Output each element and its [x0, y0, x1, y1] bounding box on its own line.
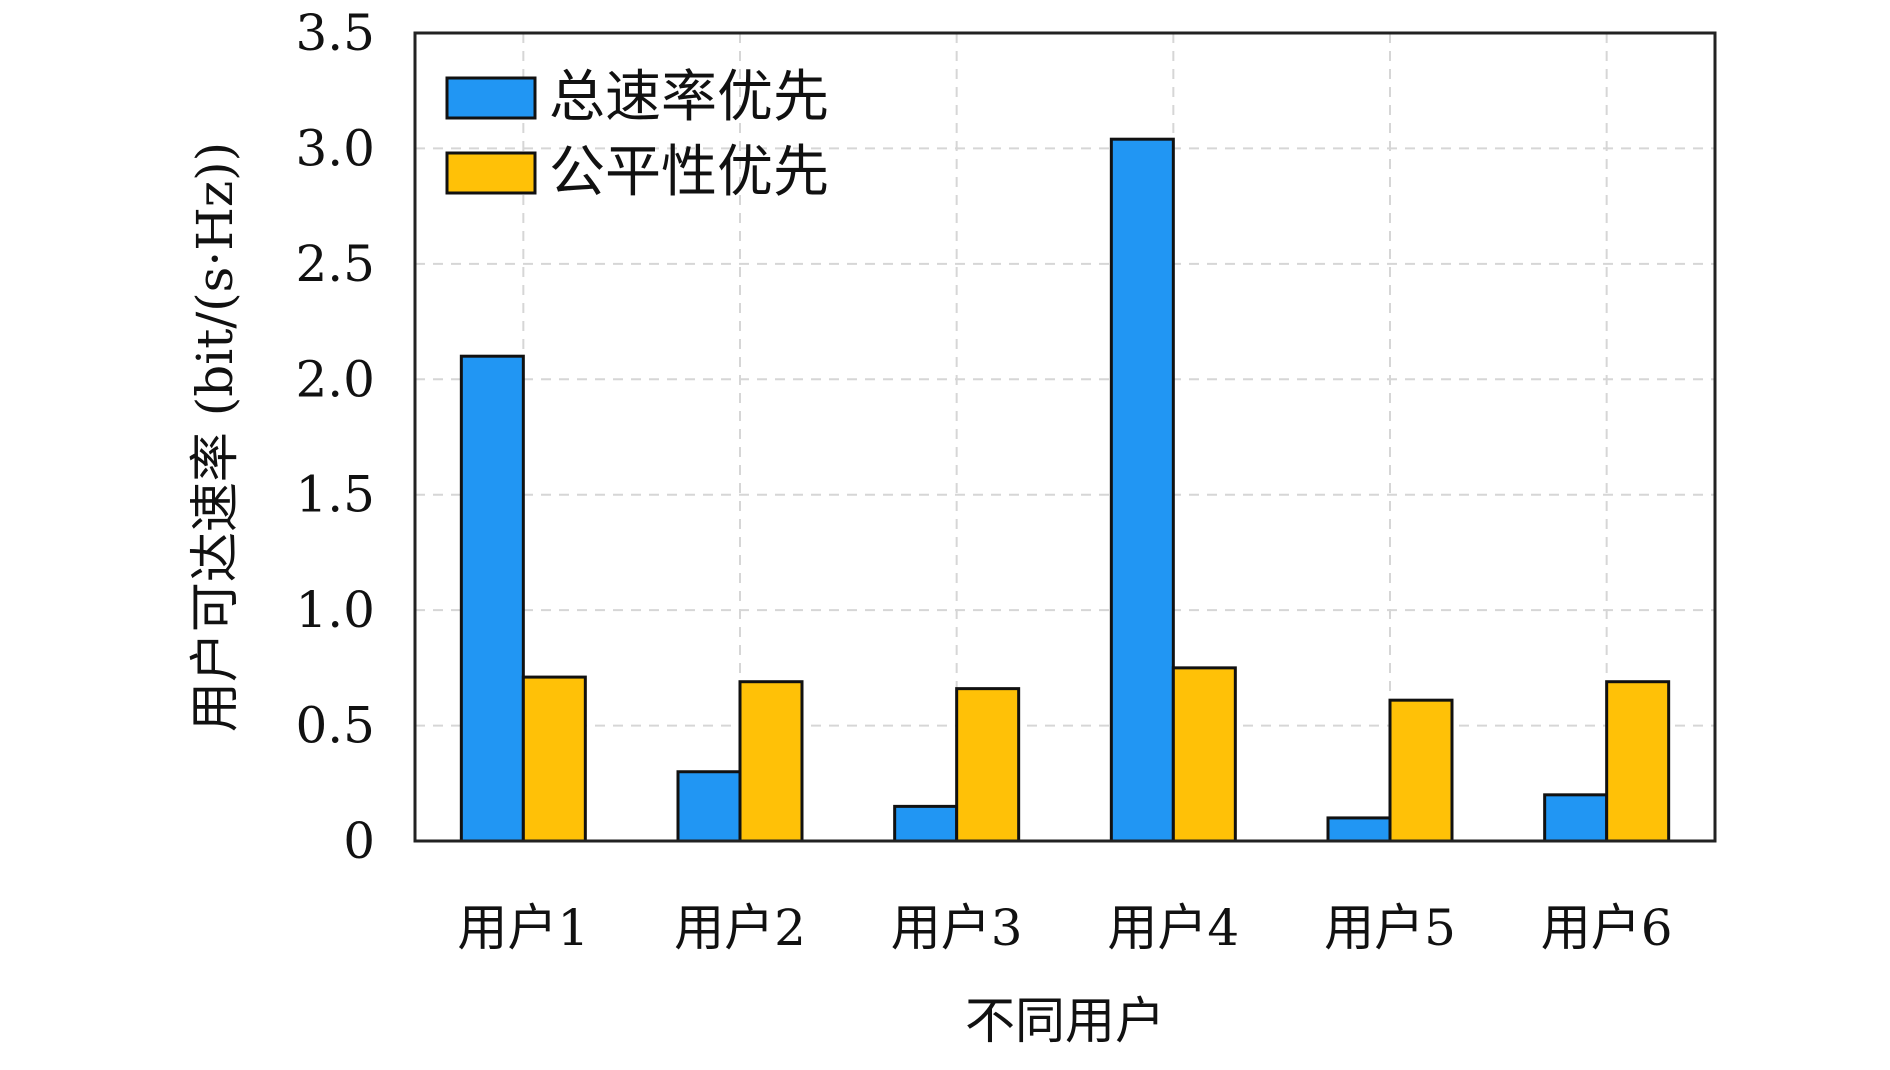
bar-fairness-3: [955, 687, 1021, 843]
y-axis-title: 用户可达速率 (bit/(s·Hz)): [186, 142, 244, 732]
bar-total-rate-3: [893, 804, 959, 843]
legend-label-total-rate: 总速率优先: [549, 65, 829, 130]
y-tick-label: 3.0: [295, 119, 375, 177]
bar-fairness-6: [1605, 680, 1671, 843]
y-axis-ticks: 0 0.5 1.0 1.5 2.0 2.5 3.0 3.5: [295, 4, 375, 870]
bar-fairness-1: [521, 675, 587, 843]
y-tick-label: 3.5: [295, 4, 375, 62]
bar-total-rate-5: [1326, 816, 1392, 843]
x-tick-label: 用户3: [891, 899, 1023, 957]
bar-total-rate-2: [676, 770, 742, 843]
y-tick-label: 0.5: [295, 697, 375, 755]
y-tick-label: 1.5: [295, 466, 375, 524]
x-axis-title: 不同用户: [965, 992, 1165, 1050]
x-tick-label: 用户5: [1324, 899, 1456, 957]
legend-swatch-fairness: [445, 151, 537, 195]
x-tick-label: 用户6: [1541, 899, 1673, 957]
y-tick-label: 1.0: [295, 581, 375, 639]
x-tick-label: 用户1: [457, 899, 589, 957]
x-tick-label: 用户4: [1107, 899, 1239, 957]
bar-total-rate-6: [1543, 793, 1609, 843]
legend-label-fairness: 公平性优先: [549, 140, 829, 205]
plot-frame: [413, 31, 1717, 843]
bar-total-rate-1: [459, 354, 525, 843]
bar-total-rate-4: [1109, 137, 1175, 843]
x-tick-label: 用户2: [674, 899, 806, 957]
bars: [459, 137, 1671, 843]
bar-fairness-4: [1171, 666, 1237, 843]
y-tick-label: 0: [343, 812, 375, 870]
y-tick-label: 2.5: [295, 235, 375, 293]
bar-fairness-2: [738, 680, 804, 843]
x-axis-ticks: 用户1 用户2 用户3 用户4 用户5 用户6: [457, 899, 1672, 957]
legend-swatch-total-rate: [445, 76, 537, 120]
y-tick-label: 2.0: [295, 350, 375, 408]
bar-fairness-5: [1388, 698, 1454, 843]
